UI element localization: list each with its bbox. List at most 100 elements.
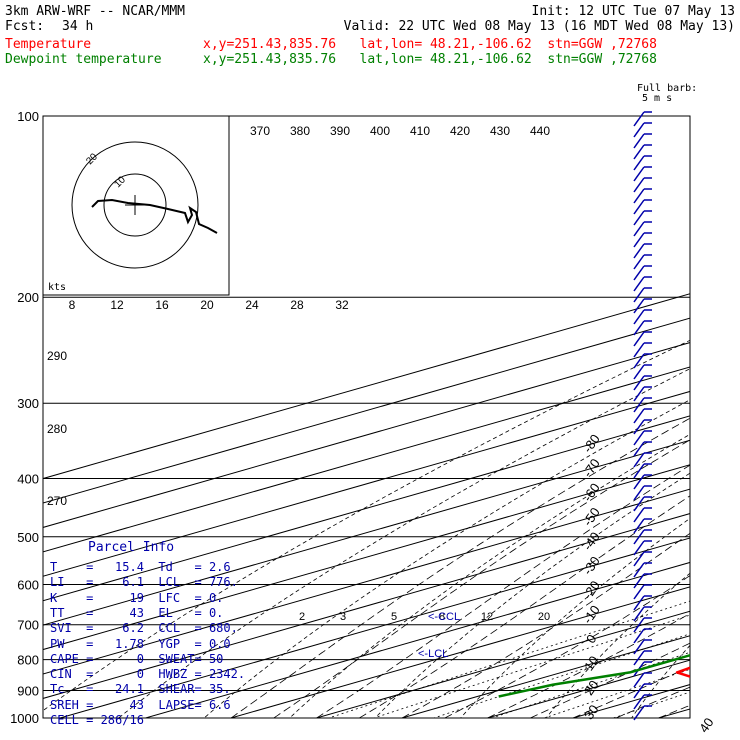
isotherm-line bbox=[43, 513, 690, 699]
wind-barb-staff bbox=[633, 353, 645, 369]
moist-adiabat bbox=[230, 417, 690, 718]
isotherm-line bbox=[43, 293, 690, 480]
isotherm-label: -20 bbox=[580, 578, 603, 602]
legend-dewpoint: Dewpoint temperature bbox=[5, 52, 162, 67]
pressure-tick-label: 500 bbox=[17, 530, 39, 545]
wind-barb-staff bbox=[633, 441, 645, 457]
pressure-tick-label: 1000 bbox=[10, 711, 39, 726]
wind-barb-staff bbox=[633, 243, 645, 259]
wind-barb-staff bbox=[633, 518, 645, 534]
moist-adiabat bbox=[658, 704, 690, 718]
wind-barb-staff bbox=[633, 155, 645, 171]
isotherm-line bbox=[143, 561, 690, 718]
wind-barb-staff bbox=[633, 364, 645, 380]
isotherm-line bbox=[43, 366, 690, 553]
isotherm-label: 20 bbox=[581, 677, 602, 697]
isotherm-line bbox=[43, 439, 690, 626]
isotherm-line bbox=[656, 708, 690, 718]
wind-barb-staff bbox=[633, 694, 645, 710]
moist-adiabat bbox=[316, 464, 690, 718]
theta-e-label: 290 bbox=[47, 349, 67, 363]
isotherm-line bbox=[43, 464, 690, 651]
wind-barb-staff bbox=[633, 177, 645, 193]
wind-barb-staff bbox=[633, 540, 645, 556]
wind-barb-staff bbox=[633, 705, 645, 721]
isotherm-line bbox=[43, 488, 690, 675]
dry-adiabat bbox=[43, 339, 690, 712]
isotherm-lines bbox=[43, 88, 740, 730]
wind-barb-staff bbox=[633, 331, 645, 347]
pressure-tick-label: 600 bbox=[17, 577, 39, 592]
hodograph-ring-inner bbox=[103, 173, 167, 237]
hodograph-speed-label: 12 bbox=[110, 298, 124, 312]
wind-barb-staff bbox=[633, 320, 645, 336]
theta-label: 400 bbox=[370, 124, 390, 138]
theta-label: 370 bbox=[250, 124, 270, 138]
moist-adiabat bbox=[487, 613, 690, 718]
location-temperature: x,y=251.43,835.76 lat,lon= 48.21,-106.62… bbox=[203, 37, 657, 52]
isotherm-line bbox=[400, 635, 690, 718]
dewpoint-profile bbox=[498, 653, 690, 698]
init-time: Init: 12 UTC Tue 07 May 13 bbox=[531, 4, 736, 19]
wind-barb-staff bbox=[633, 397, 645, 413]
parcel-info-row: SVI = 6.2 CCL = 680. bbox=[50, 621, 238, 636]
wind-barb-staff bbox=[633, 254, 645, 270]
sounding-profiles bbox=[498, 653, 690, 698]
dry-adiabat bbox=[289, 433, 690, 718]
isotherm-label: 40 bbox=[696, 715, 717, 735]
wind-barbs bbox=[633, 111, 652, 721]
parcel-info-row: TT = 43 EL = 0. bbox=[50, 605, 224, 620]
wind-barb-staff bbox=[633, 276, 645, 292]
plot-frame bbox=[42, 115, 691, 719]
hodograph-speed-label: 28 bbox=[290, 298, 304, 312]
mixing-ratio-label: 12 bbox=[481, 611, 493, 623]
isotherm-line bbox=[699, 88, 740, 730]
wind-barb-staff bbox=[633, 452, 645, 468]
dry-adiabat bbox=[203, 399, 690, 718]
wind-barb-staff bbox=[633, 210, 645, 226]
wind-barb-staff bbox=[633, 375, 645, 391]
wind-barb-staff bbox=[633, 650, 645, 666]
mixing-ratio-line bbox=[612, 691, 690, 718]
wind-barb-staff bbox=[633, 496, 645, 512]
wind-barb-staff bbox=[633, 507, 645, 523]
dry-adiabat bbox=[374, 472, 690, 718]
wind-barb-staff bbox=[633, 606, 645, 622]
hodograph-ring-outer bbox=[71, 141, 199, 269]
wind-barb-staff bbox=[633, 309, 645, 325]
isotherm-label: -80 bbox=[580, 431, 603, 455]
dry-adiabat bbox=[710, 116, 740, 731]
wind-barb-staff bbox=[633, 595, 645, 611]
wind-barb-staff bbox=[633, 265, 645, 281]
full-barb-value: 5 m s bbox=[642, 93, 673, 104]
hodograph-speed-label: 16 bbox=[155, 298, 169, 312]
pressure-tick-label: 100 bbox=[17, 109, 39, 124]
theta-label: 440 bbox=[530, 124, 550, 138]
parcel-info-row: CELL = 286/16 bbox=[50, 713, 144, 727]
theta-e-label: 270 bbox=[47, 494, 67, 508]
moist-adiabat bbox=[530, 642, 690, 718]
hodograph-speed-label: 24 bbox=[245, 298, 259, 312]
axis-labels: 1002003004005006007008009001000-80-70-60… bbox=[10, 109, 717, 735]
wind-barb-staff bbox=[633, 683, 645, 699]
theta-label: 380 bbox=[290, 124, 310, 138]
wind-barb-staff bbox=[633, 551, 645, 567]
wind-barb-staff bbox=[633, 144, 645, 160]
wind-barb-staff bbox=[633, 111, 645, 127]
dry-adiabat bbox=[460, 517, 690, 718]
mixing-ratio-label: 20 bbox=[538, 611, 550, 623]
kts-label: kts bbox=[48, 282, 67, 293]
model-title: 3km ARW-WRF -- NCAR/MMM bbox=[5, 4, 186, 19]
wind-barb-staff bbox=[633, 639, 645, 655]
wind-barb-staff bbox=[633, 166, 645, 182]
isotherm-label: 10 bbox=[581, 653, 602, 673]
parcel-info-row: K = 19 LFC = 0. bbox=[50, 590, 224, 605]
valid-time: Valid: 22 UTC Wed 08 May 13 (16 MDT Wed … bbox=[343, 19, 735, 34]
wind-barb-staff bbox=[633, 342, 645, 358]
wind-barb-staff bbox=[633, 386, 645, 402]
theta-label: 390 bbox=[330, 124, 350, 138]
wind-barb-staff bbox=[633, 287, 645, 303]
isotherm-line bbox=[485, 659, 690, 718]
wind-barb-staff bbox=[633, 419, 645, 435]
